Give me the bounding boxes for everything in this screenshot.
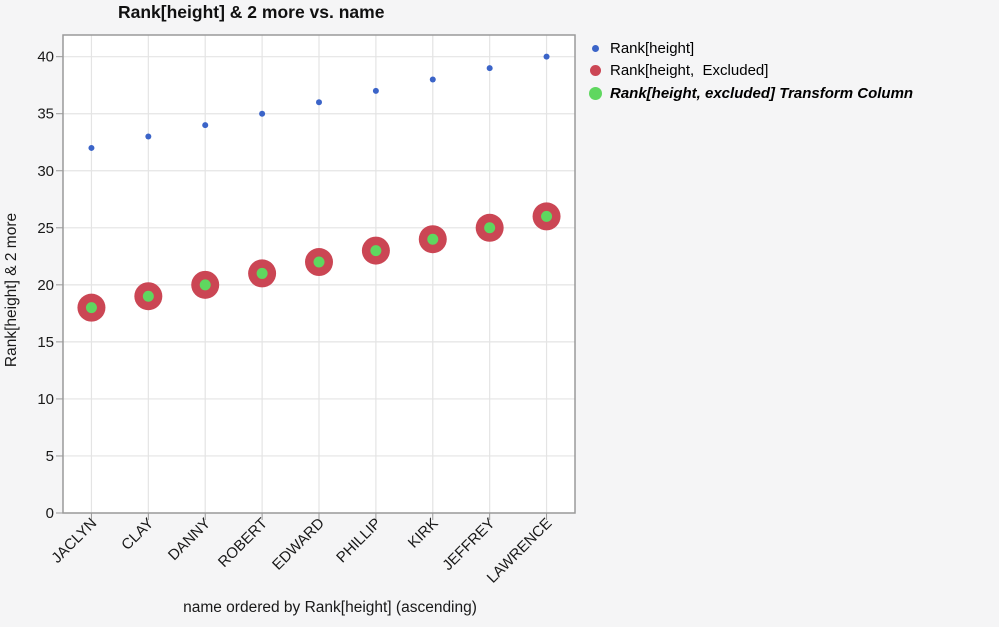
- plot-border: [62, 34, 576, 514]
- y-tick-label: 10: [37, 391, 54, 408]
- legend-marker-box: [588, 86, 602, 100]
- x-tick-label: JEFFREY: [439, 515, 498, 574]
- data-point-2[interactable]: [199, 279, 211, 291]
- x-tick-label: JACLYN: [48, 515, 100, 567]
- data-point-0[interactable]: [145, 133, 152, 140]
- green-dot-icon: [588, 86, 602, 100]
- data-point-0[interactable]: [429, 76, 436, 83]
- data-points: [77, 53, 561, 322]
- data-point-0[interactable]: [543, 53, 550, 60]
- legend-item-label: Rank[height]: [610, 39, 695, 57]
- legend-marker-box: [588, 44, 602, 52]
- data-point-0[interactable]: [259, 110, 266, 117]
- y-tick-labels: 0 5 10 15 20 25 30 35 40: [37, 49, 54, 522]
- x-tick-label: ROBERT: [215, 515, 271, 571]
- x-tick-label: PHILLIP: [333, 515, 385, 567]
- x-axis-label: name ordered by Rank[height] (ascending): [183, 599, 477, 616]
- legend: Rank[height] Rank[height, Excluded] Rank…: [588, 37, 913, 105]
- y-tick-label: 20: [37, 277, 54, 294]
- x-tick-label: KIRK: [405, 515, 442, 552]
- legend-item-transform-column[interactable]: Rank[height, excluded] Transform Column: [588, 82, 913, 105]
- y-tick-label: 5: [46, 448, 54, 465]
- axis-ticks: [56, 56, 548, 520]
- data-point-2[interactable]: [427, 233, 439, 245]
- data-point-0[interactable]: [486, 65, 493, 72]
- legend-item-label: Rank[height, excluded] Transform Column: [610, 84, 914, 102]
- legend-marker-box: [588, 65, 602, 77]
- data-point-0[interactable]: [88, 144, 95, 151]
- x-tick-label: CLAY: [118, 515, 157, 554]
- y-tick-label: 40: [37, 49, 54, 66]
- data-point-2[interactable]: [256, 267, 268, 279]
- y-axis-label: Rank[height] & 2 more: [3, 213, 20, 367]
- y-tick-label: 35: [37, 106, 54, 123]
- data-point-2[interactable]: [484, 222, 496, 234]
- y-tick-label: 15: [37, 334, 54, 351]
- x-tick-label: DANNY: [165, 515, 214, 564]
- data-point-0[interactable]: [316, 99, 322, 106]
- data-point-2[interactable]: [142, 290, 154, 302]
- blue-dot-icon: [591, 44, 599, 52]
- data-point-2[interactable]: [370, 245, 382, 257]
- data-point-2[interactable]: [313, 256, 325, 268]
- x-tick-label: EDWARD: [269, 515, 328, 574]
- chart-title: Rank[height] & 2 more vs. name: [118, 2, 385, 22]
- y-tick-label: 30: [37, 163, 54, 180]
- data-point-0[interactable]: [202, 122, 209, 129]
- red-dot-icon: [589, 65, 601, 77]
- y-tick-label: 0: [46, 505, 54, 522]
- data-point-2[interactable]: [541, 210, 553, 222]
- legend-item-label: Rank[height, Excluded]: [610, 62, 769, 80]
- legend-item-rank-height[interactable]: Rank[height]: [588, 37, 913, 60]
- legend-item-rank-height-excluded[interactable]: Rank[height, Excluded]: [588, 60, 913, 83]
- data-point-2[interactable]: [85, 302, 97, 314]
- y-tick-label: 25: [37, 220, 54, 237]
- data-point-0[interactable]: [372, 87, 379, 94]
